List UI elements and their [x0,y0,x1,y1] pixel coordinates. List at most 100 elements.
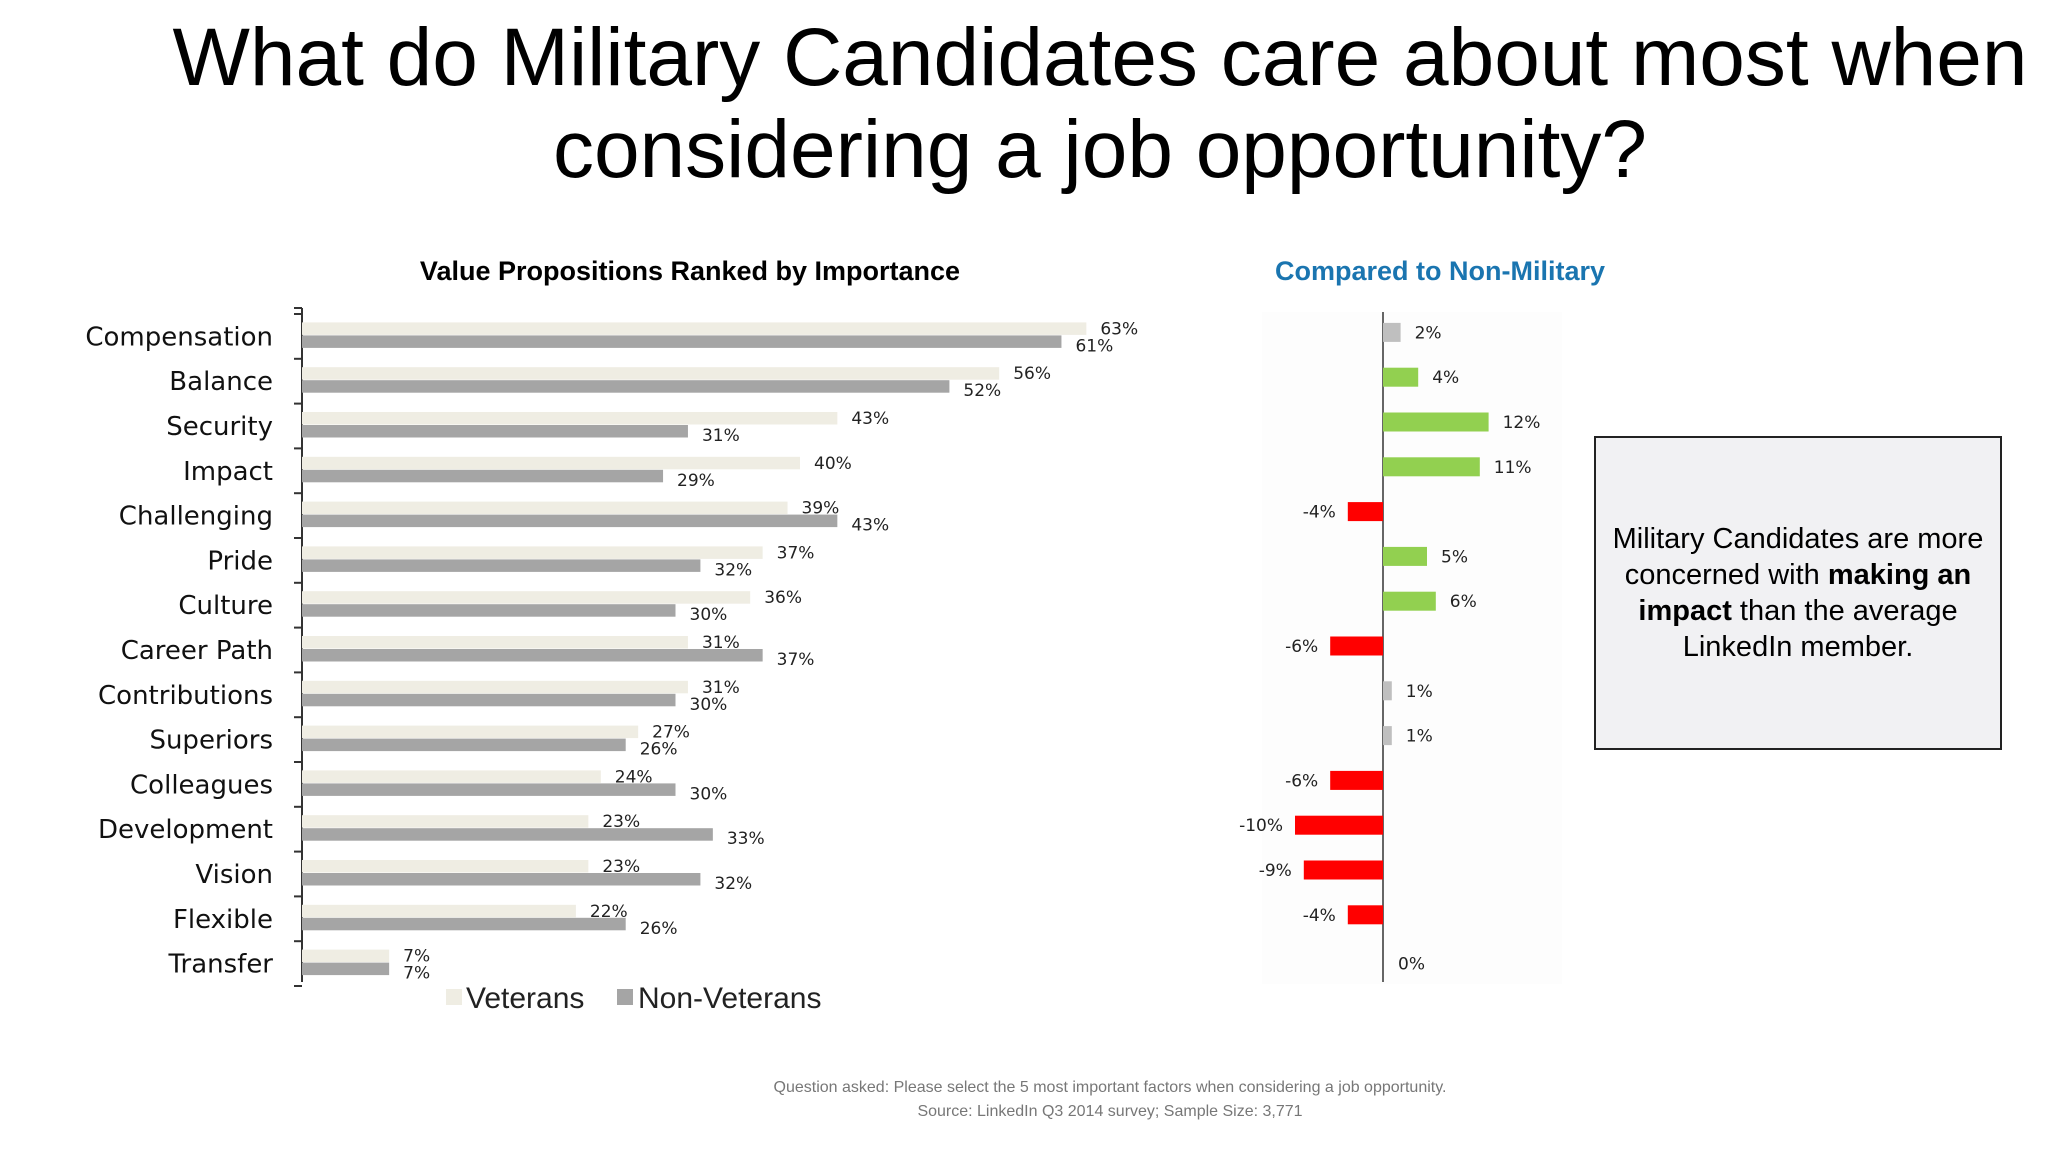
data-label-non-veterans-pride: 32% [714,560,752,580]
footnote-source: Source: LinkedIn Q3 2014 survey; Sample … [917,1103,1303,1120]
data-label-difference-challenging: -4% [1303,503,1336,523]
insight-callout: Military Candidates are more concerned w… [1594,436,2002,750]
data-label-veterans-transfer: 7% [403,947,430,967]
footnote: Question asked: Please select the 5 most… [560,1076,1660,1124]
data-label-difference-transfer: 0% [1398,955,1425,975]
slide-title: What do Military Candidates care about m… [172,12,2028,195]
data-label-non-veterans-development: 33% [727,829,765,849]
bar-veterans-balance [302,367,1000,380]
data-label-non-veterans-culture: 30% [690,605,728,625]
bar-difference-pride [1383,546,1427,566]
data-label-veterans-contributions: 31% [702,678,740,698]
data-label-veterans-pride: 37% [777,543,815,563]
data-label-non-veterans-transfer: 7% [403,964,430,984]
category-label-compensation: Compensation [85,322,273,352]
category-label-superiors: Superiors [149,726,273,756]
data-label-veterans-culture: 36% [764,588,802,608]
data-label-veterans-impact: 40% [814,454,852,474]
data-label-veterans-security: 43% [851,409,889,429]
bar-veterans-career-path [302,636,688,649]
bar-non-veterans-culture [302,604,676,617]
legend-label-veterans: Veterans [466,982,584,1015]
data-label-non-veterans-vision: 32% [714,874,752,894]
callout-text-part1: Military Candidates are more concerned w… [1612,523,1984,591]
bar-non-veterans-contributions [302,693,676,707]
data-label-difference-development: -10% [1239,816,1283,836]
data-label-non-veterans-impact: 29% [677,471,715,491]
category-label-impact: Impact [183,457,273,487]
data-label-veterans-challenging: 39% [802,499,840,519]
data-label-veterans-compensation: 63% [1100,319,1138,339]
callout-text-bold: making an impact [1638,559,1972,627]
data-label-difference-career-path: -6% [1285,637,1318,657]
data-label-difference-vision: -9% [1259,861,1292,881]
bar-veterans-pride [302,546,763,559]
bar-difference-vision [1303,860,1383,880]
bar-difference-balance [1383,367,1419,387]
bar-difference-flexible [1347,905,1383,925]
legend-swatch-veterans [446,989,462,1005]
data-label-non-veterans-challenging: 43% [851,516,889,536]
data-label-veterans-flexible: 22% [590,902,628,922]
bar-difference-challenging [1347,502,1383,522]
callout-text-part2: than the average LinkedIn member. [1682,595,1958,663]
data-label-veterans-development: 23% [602,812,640,832]
data-label-difference-compensation: 2% [1415,323,1442,343]
category-label-challenging: Challenging [119,502,273,532]
category-label-career-path: Career Path [121,636,273,666]
category-label-pride: Pride [207,546,273,576]
bar-veterans-challenging [302,501,788,515]
data-label-non-veterans-career-path: 37% [777,650,815,670]
bar-veterans-transfer [302,949,390,963]
bar-non-veterans-colleagues [302,783,676,796]
chart-title-importance: Value Propositions Ranked by Importance [419,256,961,286]
category-label-culture: Culture [178,591,273,621]
data-label-veterans-balance: 56% [1013,364,1051,384]
bar-veterans-flexible [302,904,576,918]
bar-non-veterans-vision [302,873,701,886]
bar-difference-security [1383,412,1489,432]
category-label-colleagues: Colleagues [130,770,273,800]
bar-difference-impact [1383,457,1480,477]
bar-non-veterans-superiors [302,738,626,752]
data-label-non-veterans-superiors: 26% [640,740,678,760]
data-label-veterans-career-path: 31% [702,633,740,653]
bar-veterans-culture [302,591,751,604]
data-label-difference-impact: 11% [1494,458,1532,478]
bar-veterans-compensation [302,322,1087,335]
data-label-difference-contributions: 1% [1406,682,1433,702]
data-label-veterans-vision: 23% [602,857,640,877]
bar-veterans-superiors [302,725,639,739]
bar-difference-career-path [1330,636,1383,656]
bar-non-veterans-pride [302,559,701,572]
data-label-difference-security: 12% [1503,413,1541,433]
bar-difference-superiors [1383,726,1392,746]
bar-difference-compensation [1383,322,1401,342]
bar-non-veterans-compensation [302,335,1062,348]
bar-non-veterans-transfer [302,962,390,976]
bar-veterans-security [302,412,838,425]
bar-difference-culture [1383,591,1436,611]
data-label-non-veterans-security: 31% [702,426,740,446]
bar-non-veterans-career-path [302,649,763,662]
data-label-non-veterans-contributions: 30% [690,695,728,715]
data-label-non-veterans-flexible: 26% [640,919,678,939]
data-label-difference-pride: 5% [1441,547,1468,567]
bar-non-veterans-development [302,828,713,841]
bar-veterans-vision [302,860,589,873]
category-label-security: Security [166,412,273,442]
bar-difference-colleagues [1330,770,1383,790]
data-label-difference-superiors: 1% [1406,727,1433,747]
bar-difference-development [1295,815,1383,835]
bar-non-veterans-impact [302,469,664,483]
bar-non-veterans-security [302,425,688,438]
category-label-balance: Balance [169,367,273,397]
data-label-difference-flexible: -4% [1303,906,1336,926]
bar-non-veterans-flexible [302,917,626,931]
bar-veterans-impact [302,456,800,470]
legend-swatch-non-veterans [617,989,633,1005]
category-label-development: Development [98,815,273,845]
bar-veterans-contributions [302,680,688,694]
category-label-vision: Vision [195,860,273,890]
